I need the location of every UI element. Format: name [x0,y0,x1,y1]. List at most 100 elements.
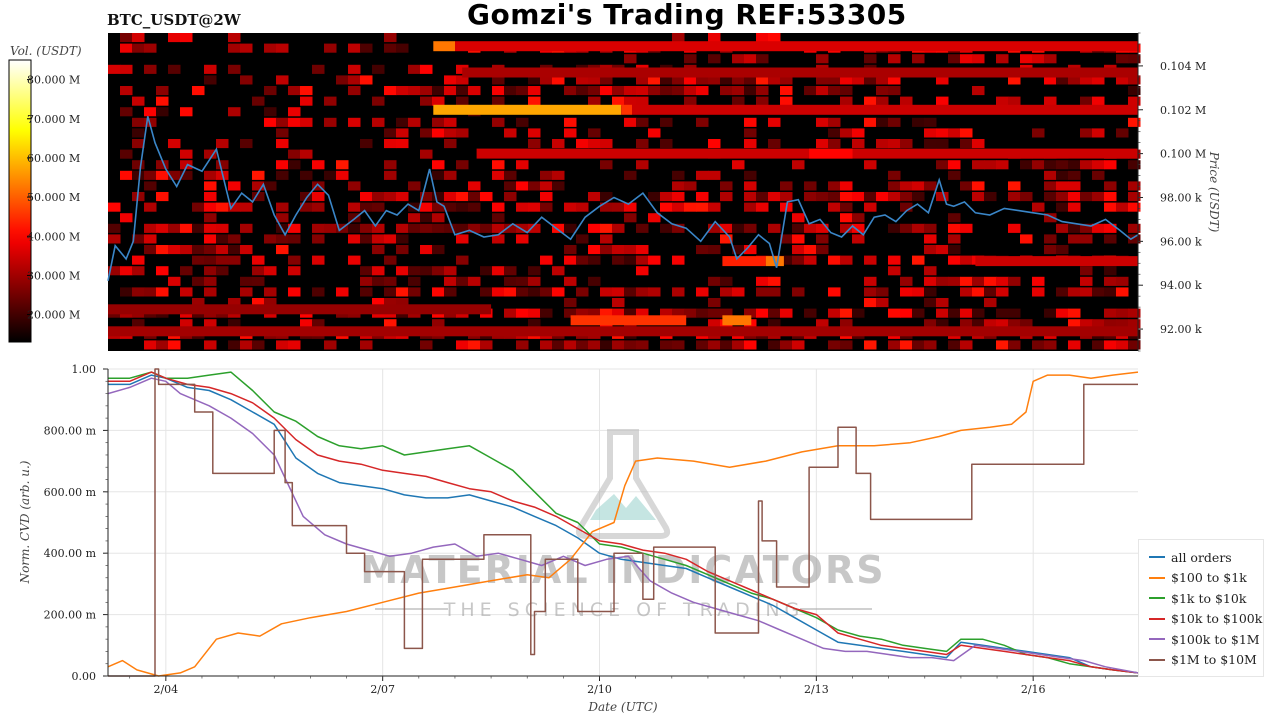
liquidity-band [722,315,752,326]
heatmap-cell [240,75,253,85]
heatmap-cell [1056,245,1069,255]
heatmap-cell [948,255,961,265]
heatmap-cell [216,139,229,149]
heatmap-cell [120,86,133,96]
heatmap-cell [744,86,757,96]
heatmap-cell [768,340,781,350]
heatmap-cell [744,128,757,138]
heatmap-cell [504,192,517,202]
heatmap-cell [1056,181,1069,191]
legend-item: $1k to $10k [1149,588,1246,608]
heatmap-cell [132,139,145,149]
heatmap-cell [240,43,253,53]
heatmap-cell [660,308,673,318]
heatmap-cell [252,255,265,265]
heatmap-cell [372,223,385,233]
heatmap-cell [696,340,709,350]
heatmap-cell [564,298,577,308]
heatmap-cell [240,202,253,212]
heatmap-cell [768,223,781,233]
liquidity-band [476,148,1139,159]
heatmap-cell [948,128,961,138]
heatmap-cell [852,308,865,318]
watermark-subtitle: THE SCIENCE OF TRADING [443,599,805,621]
heatmap-cell [216,160,229,170]
heatmap-cell [528,202,541,212]
heatmap-cell [960,223,973,233]
heatmap-cell [312,234,325,244]
heatmap-cell [312,255,325,265]
heatmap-cell [840,75,853,85]
y-tick-label: 1.00 [72,363,97,376]
heatmap-cell [996,308,1009,318]
heatmap-cell [144,202,157,212]
heatmap-cell [204,170,217,180]
heatmap-cell [468,276,481,286]
heatmap-cell [588,75,601,85]
heatmap-cell [996,160,1009,170]
legend-swatch [1149,617,1165,620]
heatmap-cell [360,340,373,350]
heatmap-cell [264,298,277,308]
heatmap-cell [948,160,961,170]
heatmap-cell [564,117,577,127]
heatmap-cell [984,319,997,329]
x-tick-label: 2/07 [370,683,395,696]
heatmap-cell [432,223,445,233]
y-tick-label: 200.00 m [44,609,97,622]
heatmap-cell [528,181,541,191]
legend-swatch [1149,638,1165,640]
heatmap-cell [888,170,901,180]
heatmap-cell [180,319,193,329]
heatmap-cell [384,319,397,329]
heatmap-cell [948,213,961,223]
heatmap-cell [252,96,265,106]
heatmap-cell [960,276,973,286]
heatmap-cell [516,223,529,233]
heatmap-cell [828,308,841,318]
heatmap-cell [144,43,157,53]
heatmap-cell [576,287,589,297]
heatmap-cell [564,202,577,212]
colorbar-tick-label: 50.000 M [27,191,80,204]
heatmap-cell [540,181,553,191]
heatmap-cell [636,86,649,96]
heatmap-cell [132,96,145,106]
heatmap-cell [744,245,757,255]
heatmap-cell [540,340,553,350]
heatmap-cell [972,276,985,286]
heatmap-cell [1044,181,1057,191]
heatmap-cell [192,276,205,286]
heatmap-cell [468,202,481,212]
heatmap-cell [300,117,313,127]
heatmap-cell [348,181,361,191]
heatmap-cell [612,287,625,297]
heatmap-cell [1056,287,1069,297]
heatmap-cell [456,276,469,286]
heatmap-cell [1128,160,1141,170]
heatmap-cell [360,43,373,53]
colorbar [8,59,32,343]
heatmap-cell [744,340,757,350]
heatmap-cell [1020,234,1033,244]
heatmap-cell [576,75,589,85]
heatmap-cell [960,128,973,138]
heatmap-cell [156,287,169,297]
heatmap-cell [480,266,493,276]
heatmap-cell [732,160,745,170]
heatmap-cell [456,255,469,265]
heatmap-cell [1056,223,1069,233]
heatmap-cell [216,223,229,233]
heatmap-cell [180,170,193,180]
heatmap-cell [852,75,865,85]
heatmap-cell [876,298,889,308]
heatmap-cell [780,192,793,202]
legend-swatch [1149,556,1165,558]
heatmap-cell [900,340,913,350]
heatmap-cell [660,75,673,85]
heatmap-cell [444,276,457,286]
heatmap-cell [228,298,241,308]
heatmap-cell [336,75,349,85]
heatmap-cell [744,170,757,180]
heatmap-cell [228,43,241,53]
